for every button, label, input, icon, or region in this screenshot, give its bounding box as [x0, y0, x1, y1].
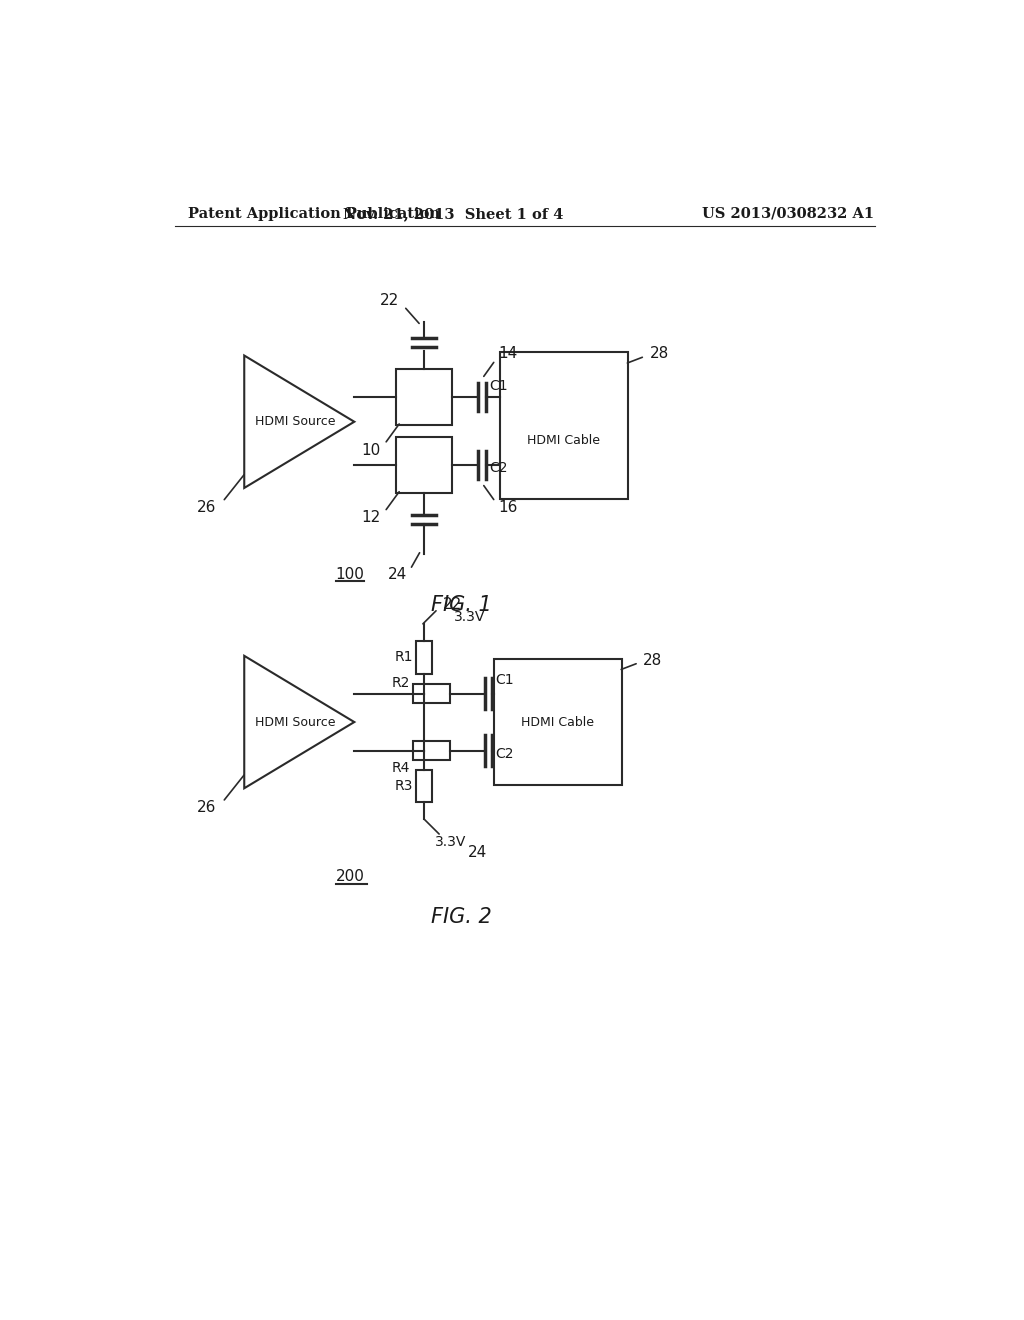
Text: 100: 100: [336, 566, 365, 582]
Text: 14: 14: [499, 346, 518, 362]
Text: 10: 10: [361, 442, 381, 458]
Text: C1: C1: [489, 379, 508, 393]
Bar: [414, 742, 451, 760]
Text: 26: 26: [197, 800, 216, 814]
Text: 24: 24: [467, 845, 486, 861]
Text: US 2013/0308232 A1: US 2013/0308232 A1: [701, 207, 873, 220]
Bar: [500, 352, 628, 499]
Text: FIG. 1: FIG. 1: [431, 595, 492, 615]
Text: R1: R1: [394, 651, 414, 664]
Text: 24: 24: [388, 568, 407, 582]
Bar: [396, 437, 452, 492]
Bar: [414, 684, 451, 702]
Text: 22: 22: [380, 293, 399, 308]
Bar: [494, 659, 622, 785]
Bar: [417, 770, 432, 803]
Text: C2: C2: [496, 747, 514, 760]
Text: R3: R3: [395, 779, 414, 793]
Text: Nov. 21, 2013  Sheet 1 of 4: Nov. 21, 2013 Sheet 1 of 4: [343, 207, 563, 220]
Text: Patent Application Publication: Patent Application Publication: [188, 207, 440, 220]
Text: HDMI Source: HDMI Source: [255, 715, 336, 729]
Text: C1: C1: [496, 673, 514, 686]
Text: 28: 28: [643, 653, 663, 668]
Text: FIG. 2: FIG. 2: [431, 907, 492, 927]
Text: HDMI Source: HDMI Source: [255, 416, 336, 428]
Text: R2: R2: [392, 676, 410, 690]
Text: HDMI Cable: HDMI Cable: [521, 715, 594, 729]
Bar: [417, 642, 432, 673]
Text: HDMI Cable: HDMI Cable: [527, 434, 600, 447]
Text: C2: C2: [489, 461, 508, 475]
Text: 16: 16: [499, 500, 518, 516]
Text: 12: 12: [361, 511, 381, 525]
Text: 28: 28: [649, 346, 669, 362]
Text: R4: R4: [392, 762, 410, 775]
Bar: [396, 370, 452, 425]
Text: 200: 200: [336, 870, 365, 884]
Text: 3.3V: 3.3V: [435, 836, 466, 849]
Text: 26: 26: [197, 500, 216, 515]
Text: 3.3V: 3.3V: [454, 610, 485, 623]
Text: 22: 22: [442, 597, 462, 611]
